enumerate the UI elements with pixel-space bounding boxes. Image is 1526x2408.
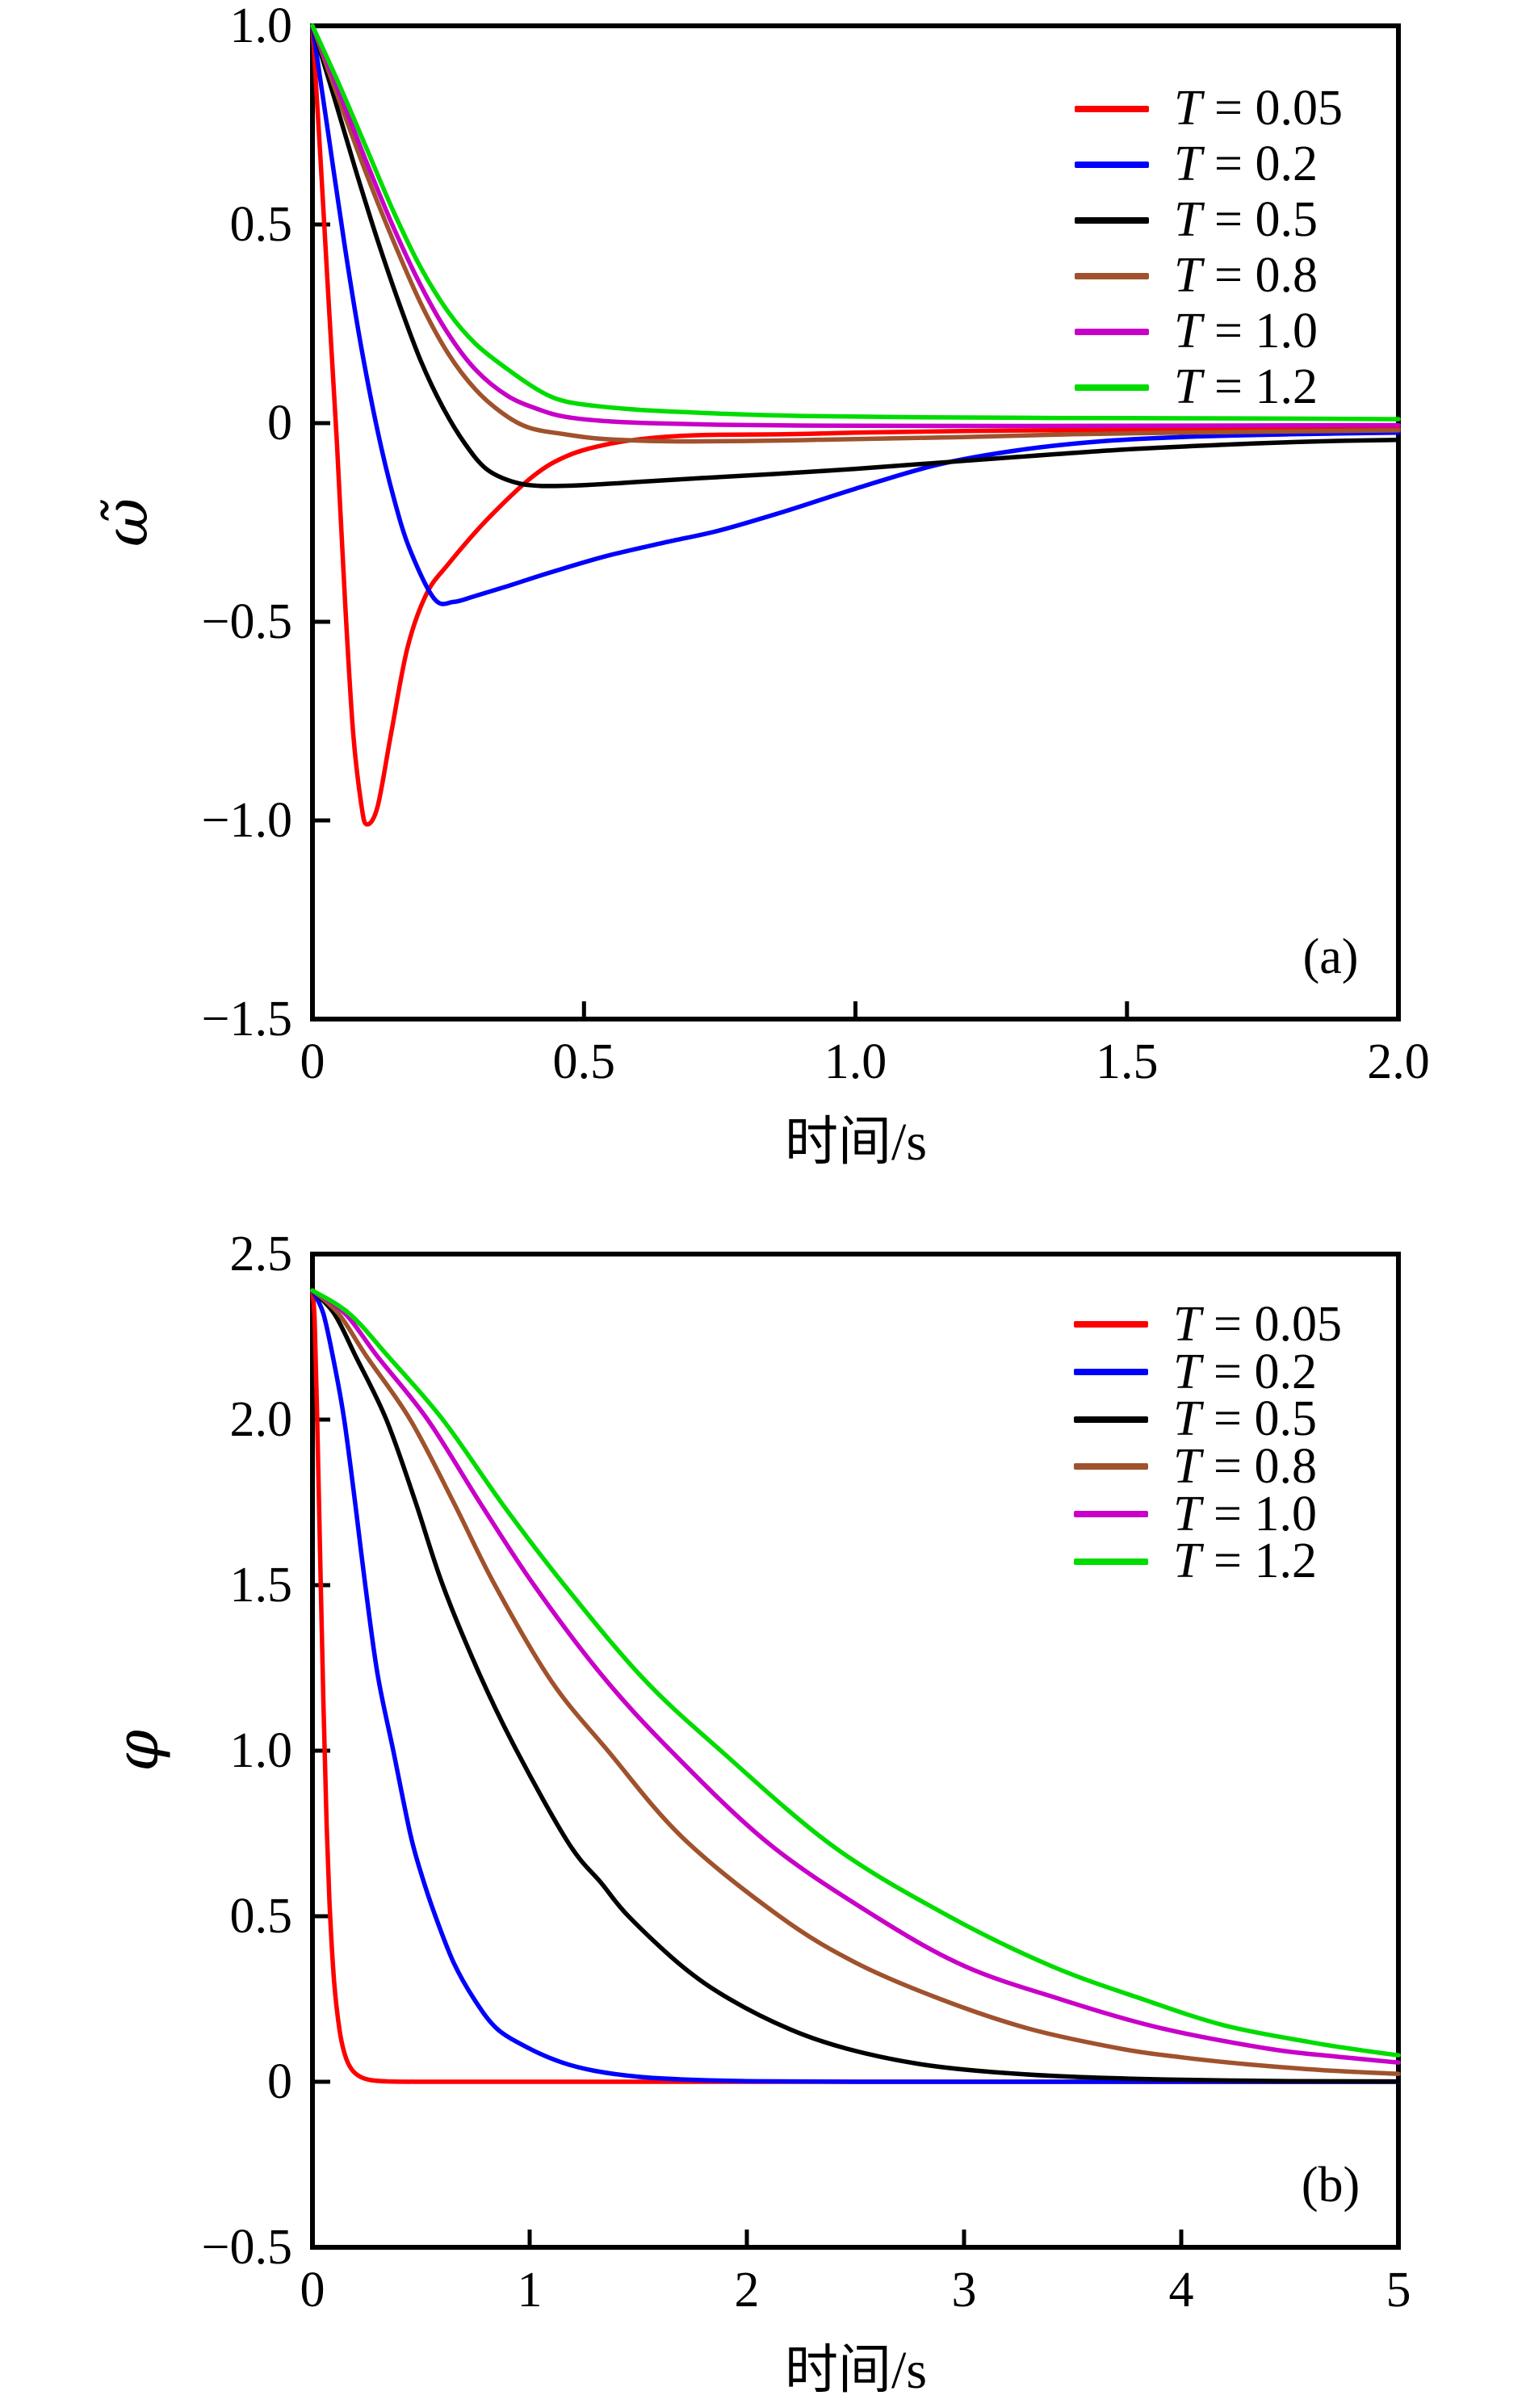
legend-row: T = 0.05 [1075, 81, 1343, 136]
legend-value: = 0.5 [1201, 1391, 1317, 1447]
legend-line-swatch [1074, 1463, 1148, 1470]
legend-symbol: T [1174, 304, 1202, 359]
legend-line-swatch [1075, 216, 1149, 224]
legend-value: = 1.0 [1201, 1486, 1317, 1542]
legend-row: T = 0.8 [1075, 248, 1343, 304]
legend-symbol: T [1174, 248, 1202, 303]
xtick-1-5: 5 [1386, 2263, 1411, 2318]
xtick-1-3: 3 [951, 2263, 977, 2318]
legend-row: T = 1.2 [1075, 359, 1343, 415]
legend-value: = 0.05 [1201, 81, 1343, 136]
legend-symbol: T [1174, 192, 1202, 247]
legend-line-swatch [1074, 1558, 1148, 1565]
legend-value: = 0.05 [1201, 1296, 1342, 1352]
legend-row: T = 0.8 [1074, 1439, 1342, 1494]
legend-line-swatch [1074, 1416, 1148, 1423]
legend-line-swatch [1075, 328, 1149, 335]
xtick-0-4: 2.0 [1367, 1034, 1430, 1089]
plot-area-a [310, 23, 1401, 1022]
x-axis-label-b: 时间/s [784, 2341, 928, 2400]
y-axis-label-b: φ [103, 1730, 172, 1772]
ytick-1-0: 2.5 [229, 1227, 293, 1282]
legend-row: T = 0.2 [1075, 136, 1343, 192]
panel-label-b: (b) [1301, 2158, 1360, 2213]
ytick-0-3: −0.5 [201, 594, 292, 649]
legend-label: T = 0.8 [1173, 1438, 1317, 1496]
xtick-0-3: 1.5 [1096, 1034, 1159, 1089]
xtick-1-1: 1 [517, 2263, 543, 2318]
legend-row: T = 0.05 [1074, 1297, 1342, 1352]
legend-label: T = 1.0 [1174, 303, 1318, 360]
legend-label: T = 0.2 [1173, 1344, 1317, 1401]
xtick-0-1: 0.5 [552, 1034, 616, 1089]
legend-label: T = 0.05 [1174, 80, 1343, 137]
legend-value: = 0.5 [1201, 192, 1318, 247]
xtick-0-2: 1.0 [824, 1034, 887, 1089]
legend-row: T = 0.5 [1075, 192, 1343, 248]
ytick-1-2: 1.5 [229, 1558, 293, 1613]
legend-label: T = 0.5 [1173, 1391, 1317, 1448]
legend-symbol: T [1173, 1533, 1201, 1589]
ytick-0-4: −1.0 [201, 793, 292, 848]
legend-label: T = 0.2 [1174, 136, 1318, 193]
legend-b: T = 0.05 T = 0.2 T = 0.5 T = 0.8 T = 1.0… [1074, 1297, 1342, 1588]
legend-line-swatch [1074, 1321, 1148, 1328]
legend-line-swatch [1074, 1511, 1148, 1518]
legend-line-swatch [1074, 1369, 1148, 1376]
ytick-0-2: 0 [267, 396, 292, 451]
legend-value: = 1.2 [1201, 1533, 1317, 1589]
legend-label: T = 1.2 [1173, 1533, 1317, 1590]
panel-label-a: (a) [1302, 929, 1359, 984]
ytick-1-5: 0 [267, 2054, 292, 2109]
legend-row: T = 1.0 [1075, 304, 1343, 359]
legend-row: T = 1.2 [1074, 1533, 1342, 1588]
legend-label: T = 1.0 [1173, 1486, 1317, 1543]
xtick-1-0: 0 [300, 2263, 325, 2318]
legend-symbol: T [1173, 1296, 1201, 1352]
legend-value: = 0.2 [1201, 1344, 1317, 1399]
legend-line-swatch [1075, 161, 1149, 168]
ytick-0-0: 1.0 [229, 0, 293, 53]
legend-label: T = 0.8 [1174, 247, 1318, 304]
ytick-1-4: 0.5 [229, 1889, 293, 1944]
legend-row: T = 0.2 [1074, 1345, 1342, 1399]
xtick-1-4: 4 [1168, 2263, 1194, 2318]
legend-label: T = 0.05 [1173, 1296, 1342, 1353]
ytick-1-6: −0.5 [201, 2220, 292, 2275]
legend-a: T = 0.05 T = 0.2 T = 0.5 T = 0.8 T = 1.0… [1075, 81, 1343, 415]
legend-label: T = 1.2 [1174, 359, 1318, 416]
legend-row: T = 0.5 [1074, 1391, 1342, 1446]
ytick-1-1: 2.0 [229, 1392, 293, 1447]
xtick-0-0: 0 [300, 1034, 325, 1089]
legend-symbol: T [1174, 136, 1202, 191]
legend-value: = 1.0 [1201, 304, 1318, 359]
y-axis-label-a: ω̃ [92, 497, 161, 547]
legend-symbol: T [1173, 1438, 1201, 1494]
ytick-0-5: −1.5 [201, 992, 292, 1047]
legend-line-swatch [1075, 272, 1149, 279]
ytick-1-3: 1.0 [229, 1723, 293, 1778]
legend-value: = 0.8 [1201, 248, 1318, 303]
legend-line-swatch [1075, 105, 1149, 112]
xtick-1-2: 2 [734, 2263, 760, 2318]
legend-symbol: T [1173, 1391, 1201, 1447]
legend-value: = 1.2 [1201, 359, 1318, 414]
x-axis-label-a: 时间/s [784, 1113, 928, 1172]
ytick-0-1: 0.5 [229, 197, 293, 252]
plot-area-b [310, 1252, 1401, 2250]
legend-row: T = 1.0 [1074, 1487, 1342, 1542]
legend-label: T = 0.5 [1174, 191, 1318, 249]
legend-value: = 0.8 [1201, 1438, 1317, 1494]
legend-symbol: T [1173, 1344, 1201, 1399]
legend-line-swatch [1075, 384, 1149, 391]
legend-symbol: T [1174, 81, 1202, 136]
legend-symbol: T [1173, 1486, 1201, 1542]
legend-symbol: T [1174, 359, 1202, 414]
legend-value: = 0.2 [1201, 136, 1318, 191]
